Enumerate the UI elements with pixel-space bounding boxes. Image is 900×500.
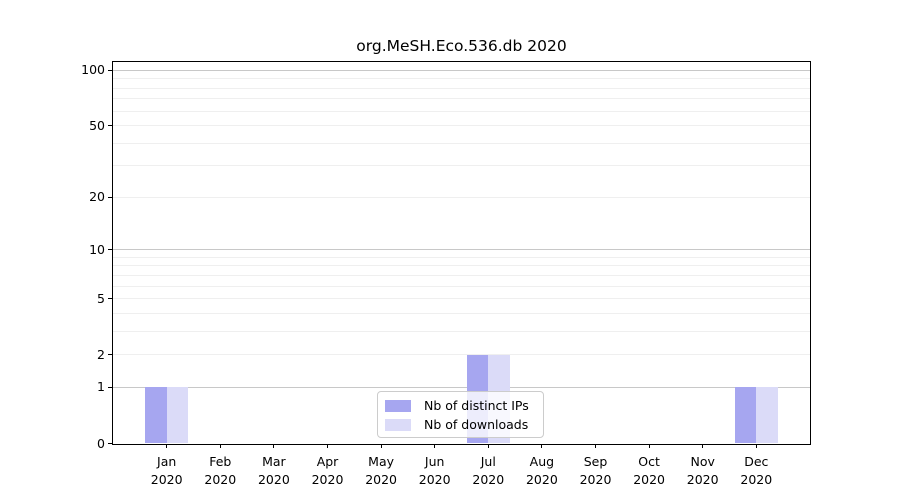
gridline-minor bbox=[113, 312, 810, 314]
legend: Nb of distinct IPs Nb of downloads bbox=[377, 391, 544, 438]
gridline-major bbox=[113, 386, 810, 388]
x-tick-year: 2020 bbox=[150, 472, 183, 487]
y-tick-label: 2 bbox=[97, 346, 105, 362]
y-tick-label: 5 bbox=[97, 290, 105, 306]
gridline-minor bbox=[113, 256, 810, 258]
legend-label-downloads: Nb of downloads bbox=[424, 417, 529, 432]
gridline-minor bbox=[113, 142, 810, 144]
x-tick bbox=[219, 443, 221, 448]
x-tick bbox=[487, 443, 489, 448]
x-tick-label: Aug 2020 bbox=[510, 453, 574, 489]
x-tick-year: 2020 bbox=[633, 472, 665, 487]
gridline-minor bbox=[113, 98, 810, 100]
x-tick bbox=[380, 443, 382, 448]
x-tick bbox=[273, 443, 275, 448]
x-tick-month: Oct bbox=[638, 454, 660, 469]
bar-distinct-ips bbox=[145, 387, 167, 444]
x-tick-label: Feb 2020 bbox=[188, 453, 252, 489]
y-tick bbox=[108, 354, 112, 356]
x-tick-label: Sep 2020 bbox=[564, 453, 628, 489]
legend-swatch-distinct-ips bbox=[385, 399, 411, 412]
gridline-minor bbox=[113, 110, 810, 112]
x-tick-month: Jun bbox=[424, 454, 445, 469]
gridline-minor bbox=[113, 354, 810, 356]
gridline-major bbox=[113, 69, 810, 71]
plot-area bbox=[112, 61, 811, 445]
x-tick-month: Jan bbox=[157, 454, 177, 469]
gridline-minor bbox=[113, 87, 810, 89]
chart-title: org.MeSH.Eco.536.db 2020 bbox=[356, 37, 567, 55]
legend-swatch-downloads bbox=[385, 418, 411, 431]
y-tick-label: 50 bbox=[89, 117, 105, 133]
y-tick-label: 1 bbox=[97, 379, 105, 395]
x-tick-label: Dec 2020 bbox=[724, 453, 788, 489]
x-tick-month: Aug bbox=[529, 454, 555, 469]
x-tick bbox=[648, 443, 650, 448]
x-tick-label: Mar 2020 bbox=[242, 453, 306, 489]
x-tick-year: 2020 bbox=[525, 472, 558, 487]
x-tick bbox=[755, 443, 757, 448]
y-tick-label: 10 bbox=[89, 241, 105, 257]
x-tick-year: 2020 bbox=[204, 472, 237, 487]
y-tick bbox=[108, 125, 112, 127]
y-tick bbox=[108, 69, 112, 71]
x-tick-label: Oct 2020 bbox=[617, 453, 681, 489]
x-tick-year: 2020 bbox=[740, 472, 773, 487]
x-tick bbox=[541, 443, 543, 448]
x-tick-label: May 2020 bbox=[349, 453, 413, 489]
x-tick-label: Apr 2020 bbox=[296, 453, 360, 489]
y-tick bbox=[108, 386, 112, 388]
x-tick-year: 2020 bbox=[257, 472, 290, 487]
x-tick-year: 2020 bbox=[472, 472, 505, 487]
gridline-minor bbox=[113, 298, 810, 300]
x-tick-month: Feb bbox=[209, 454, 232, 469]
x-tick bbox=[166, 443, 168, 448]
gridline-minor bbox=[113, 196, 810, 198]
y-tick-label: 100 bbox=[81, 62, 105, 78]
y-tick bbox=[108, 298, 112, 300]
gridline-minor bbox=[113, 78, 810, 80]
x-tick-label: Jun 2020 bbox=[403, 453, 467, 489]
x-tick-label: Jan 2020 bbox=[135, 453, 199, 489]
gridline-minor bbox=[113, 274, 810, 276]
gridline-minor bbox=[113, 165, 810, 167]
x-tick-month: Mar bbox=[262, 454, 286, 469]
gridline-minor bbox=[113, 330, 810, 332]
x-tick-year: 2020 bbox=[365, 472, 397, 487]
x-tick-month: May bbox=[368, 454, 395, 469]
x-tick-month: Apr bbox=[316, 454, 339, 469]
legend-label-distinct-ips: Nb of distinct IPs bbox=[424, 398, 529, 413]
x-tick-year: 2020 bbox=[686, 472, 719, 487]
gridline-minor bbox=[113, 265, 810, 267]
y-tick bbox=[108, 443, 112, 444]
y-tick-label: 20 bbox=[89, 189, 105, 205]
bar-downloads bbox=[756, 387, 778, 444]
gridline-minor bbox=[113, 285, 810, 287]
legend-item-downloads: Nb of downloads bbox=[385, 417, 535, 432]
y-tick-label: 0 bbox=[97, 435, 105, 451]
x-tick-year: 2020 bbox=[579, 472, 612, 487]
x-tick-month: Nov bbox=[690, 454, 715, 469]
x-tick-label: Jul 2020 bbox=[456, 453, 520, 489]
x-tick-year: 2020 bbox=[311, 472, 344, 487]
x-tick-month: Dec bbox=[744, 454, 769, 469]
x-tick bbox=[434, 443, 436, 448]
y-tick bbox=[108, 196, 112, 198]
y-tick bbox=[108, 249, 112, 251]
x-tick-label: Nov 2020 bbox=[671, 453, 735, 489]
x-tick-month: Sep bbox=[583, 454, 608, 469]
x-tick-year: 2020 bbox=[418, 472, 451, 487]
gridline-minor bbox=[113, 125, 810, 127]
x-tick bbox=[327, 443, 328, 448]
x-tick bbox=[702, 443, 704, 448]
bar-downloads bbox=[166, 387, 189, 444]
bar-distinct-ips bbox=[734, 387, 757, 444]
gridline-major bbox=[113, 249, 810, 251]
x-tick-month: Jul bbox=[480, 454, 496, 469]
x-tick bbox=[595, 443, 596, 448]
legend-item-distinct-ips: Nb of distinct IPs bbox=[385, 398, 535, 413]
